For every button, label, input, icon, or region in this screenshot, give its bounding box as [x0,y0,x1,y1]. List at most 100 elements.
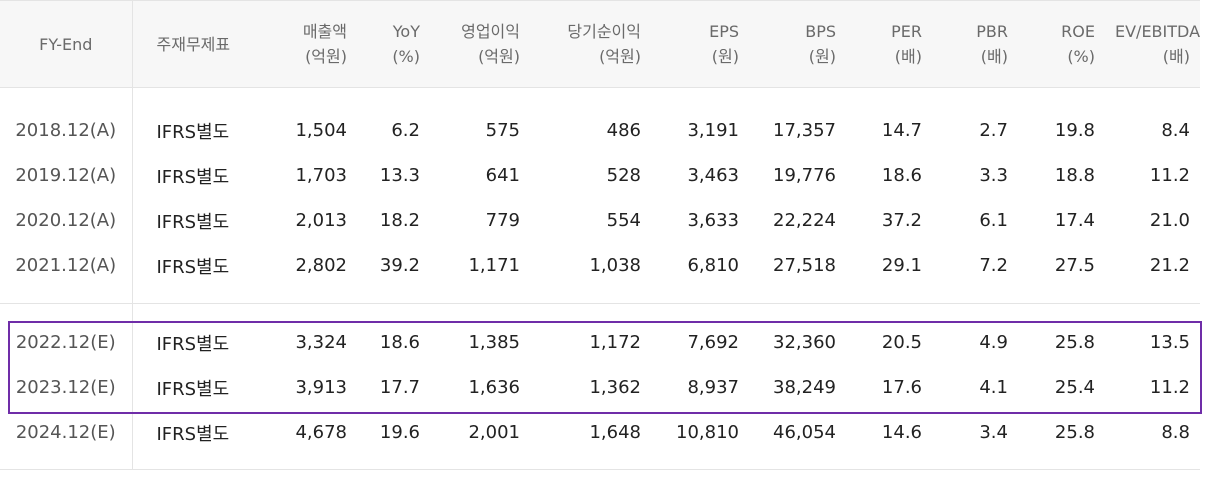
table-row: 2023.12(E) IFRS별도 3,913 17.7 1,636 1,362 8,937… [0,365,1200,410]
cell-roe: 17.4 [1054,210,1095,231]
header-label: 주재무제표 [156,34,231,54]
spacer-cell [430,288,530,304]
cell-roe: 25.8 [1054,332,1095,353]
spacer-cell [132,455,267,470]
spacer-cell [1105,88,1200,109]
cell-revenue: 1,703 [295,165,347,186]
cell-ev-ebitda: 11.2 [1149,165,1190,186]
spacer-cell [1018,88,1105,109]
cell-per: 29.1 [881,255,922,276]
header-unit: (억원) [478,47,520,66]
header-bps: BPS (원) [749,0,846,88]
cell-roe: 25.4 [1054,377,1095,398]
cell-yoy: 39.2 [379,255,420,276]
header-ev-ebitda: EV/EBITDA (배) [1105,0,1200,88]
spacer-cell [846,455,932,470]
header-revenue: 매출액 (억원) [267,0,357,88]
spacer-cell [1018,455,1105,470]
spacer-cell [749,288,846,304]
cell-ev-ebitda: 8.8 [1161,422,1190,443]
cell-eps: 8,937 [687,377,739,398]
cell-yoy: 18.6 [379,332,420,353]
spacer-cell [530,455,651,470]
table-row: 2020.12(A) IFRS별도 2,013 18.2 779 554 3,633 22,2… [0,198,1200,243]
cell-roe: 25.8 [1054,422,1095,443]
spacer-cell [651,304,749,321]
header-label: 매출액 [302,22,347,41]
spacer-row [0,455,1200,470]
cell-fy-end: 2020.12(A) [0,198,133,243]
header-pbr: PBR (배) [932,0,1018,88]
cell-pbr: 3.4 [979,422,1008,443]
table-row: 2021.12(A) IFRS별도 2,802 39.2 1,171 1,038 6,810… [0,243,1200,288]
cell-statement-type: IFRS별도 [156,166,230,188]
cell-per: 14.7 [881,120,922,141]
cell-revenue: 1,504 [295,120,347,141]
cell-eps: 10,810 [676,422,739,443]
cell-statement-type: IFRS별도 [156,211,230,233]
cell-bps: 19,776 [773,165,836,186]
spacer-cell [932,288,1018,304]
spacer-cell [267,88,357,109]
cell-net-income: 1,648 [589,422,641,443]
financial-table: FY-End 주재무제표 매출액 (억원) YoY (%) 영업이익 (억원) 당기순… [0,0,1200,470]
table-row: 2019.12(A) IFRS별도 1,703 13.3 641 528 3,463 19,7… [0,153,1200,198]
spacer-row [0,303,1200,321]
cell-pbr: 3.3 [979,165,1008,186]
spacer-cell [0,303,133,320]
spacer-cell [357,288,430,304]
spacer-cell [0,87,133,108]
cell-pbr: 4.9 [979,332,1008,353]
table-body: 2018.12(A) IFRS별도 1,504 6.2 575 486 3,191 17,35… [0,87,1200,470]
cell-yoy: 19.6 [379,422,420,443]
spacer-cell [357,455,430,470]
cell-per: 18.6 [881,165,922,186]
cell-pbr: 7.2 [979,255,1008,276]
cell-revenue: 4,678 [295,422,347,443]
spacer-cell [430,88,530,109]
cell-net-income: 1,172 [589,332,641,353]
header-label: PBR [976,22,1008,41]
header-unit: (%) [392,47,420,66]
spacer-cell [132,288,267,304]
header-unit: (원) [808,47,836,66]
cell-per: 14.6 [881,422,922,443]
header-unit: (억원) [599,47,641,66]
spacer-cell [651,88,749,109]
header-yoy: YoY (%) [357,0,430,88]
spacer-row [0,288,1200,304]
spacer-cell [1105,288,1200,304]
spacer-cell [0,455,133,470]
header-unit: (배) [1162,47,1190,66]
cell-fy-end: 2018.12(A) [0,108,133,153]
header-label: 영업이익 [461,22,520,41]
cell-operating-income: 641 [485,165,520,186]
spacer-cell [749,455,846,470]
cell-yoy: 13.3 [379,165,420,186]
spacer-cell [932,304,1018,321]
cell-per: 37.2 [881,210,922,231]
spacer-cell [1105,304,1200,321]
header-statement-type: 주재무제표 [132,0,267,88]
spacer-cell [357,88,430,109]
spacer-cell [132,88,267,109]
cell-revenue: 3,324 [295,332,347,353]
cell-operating-income: 1,171 [468,255,520,276]
cell-statement-type: IFRS별도 [156,121,230,143]
spacer-cell [1018,304,1105,321]
cell-net-income: 1,038 [589,255,641,276]
cell-operating-income: 1,636 [468,377,520,398]
cell-operating-income: 575 [485,120,520,141]
cell-operating-income: 2,001 [468,422,520,443]
cell-yoy: 18.2 [379,210,420,231]
spacer-cell [1105,455,1200,470]
cell-statement-type: IFRS별도 [156,333,230,355]
cell-revenue: 3,913 [295,377,347,398]
cell-net-income: 1,362 [589,377,641,398]
cell-per: 20.5 [881,332,922,353]
cell-ev-ebitda: 21.0 [1149,210,1190,231]
cell-eps: 3,191 [687,120,739,141]
cell-statement-type: IFRS별도 [156,378,230,400]
spacer-cell [749,304,846,321]
spacer-cell [132,304,267,321]
